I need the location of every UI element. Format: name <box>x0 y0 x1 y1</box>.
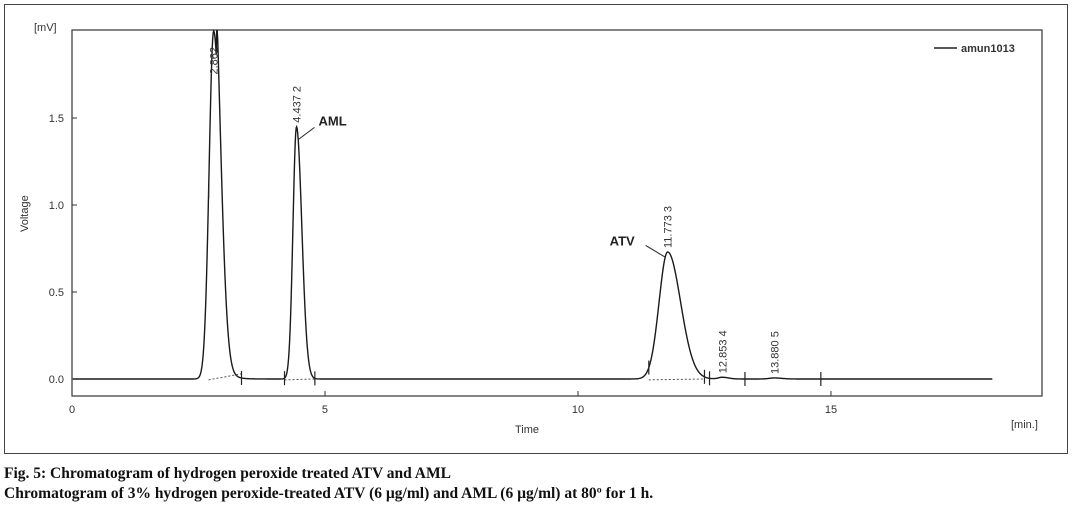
x-tick-label: 0 <box>69 404 75 416</box>
figure-caption-description: Chromatogram of 3% hydrogen peroxide-tre… <box>4 485 654 502</box>
legend: amun1013 <box>934 43 1015 55</box>
peak-retention-label: 2.862 <box>209 47 221 75</box>
x-unit-label: [min.] <box>1011 419 1038 431</box>
x-tick-label: 10 <box>572 404 584 416</box>
atv-leader-line <box>645 245 666 258</box>
atv-annotation: ATV <box>610 233 635 248</box>
x-axis-title: Time <box>515 424 539 436</box>
x-tick-label: 15 <box>825 404 837 416</box>
x-tick-label: 5 <box>322 404 328 416</box>
peak-baseline <box>208 373 242 381</box>
y-axis-title: Voltage <box>19 195 31 232</box>
y-tick-label: 0.0 <box>49 374 64 386</box>
aml-annotation: AML <box>319 113 347 128</box>
peak-retention-label: 11.773 3 <box>663 206 675 248</box>
y-tick-label: 1.0 <box>49 200 64 212</box>
chromatogram-chart: [mV] [min.] Time Voltage 0.0 0.5 1.0 1.5 0 5… <box>19 22 1043 436</box>
peak-baseline <box>648 378 705 381</box>
aml-leader-line <box>298 127 315 140</box>
peak-retention-label: 12.853 4 <box>717 330 729 373</box>
chromatogram-trace <box>73 29 993 380</box>
peak-baseline <box>284 378 315 381</box>
y-tick-label: 1.5 <box>49 113 64 125</box>
peak-retention-label: 4.437 2 <box>292 86 304 123</box>
y-unit-label: [mV] <box>34 22 57 34</box>
legend-label: amun1013 <box>961 43 1015 55</box>
figure-caption-title: Fig. 5: Chromatogram of hydrogen peroxid… <box>4 465 451 482</box>
plot-area <box>71 29 1043 397</box>
peak-retention-label: 13.880 5 <box>769 331 781 374</box>
y-tick-label: 0.5 <box>49 287 64 299</box>
